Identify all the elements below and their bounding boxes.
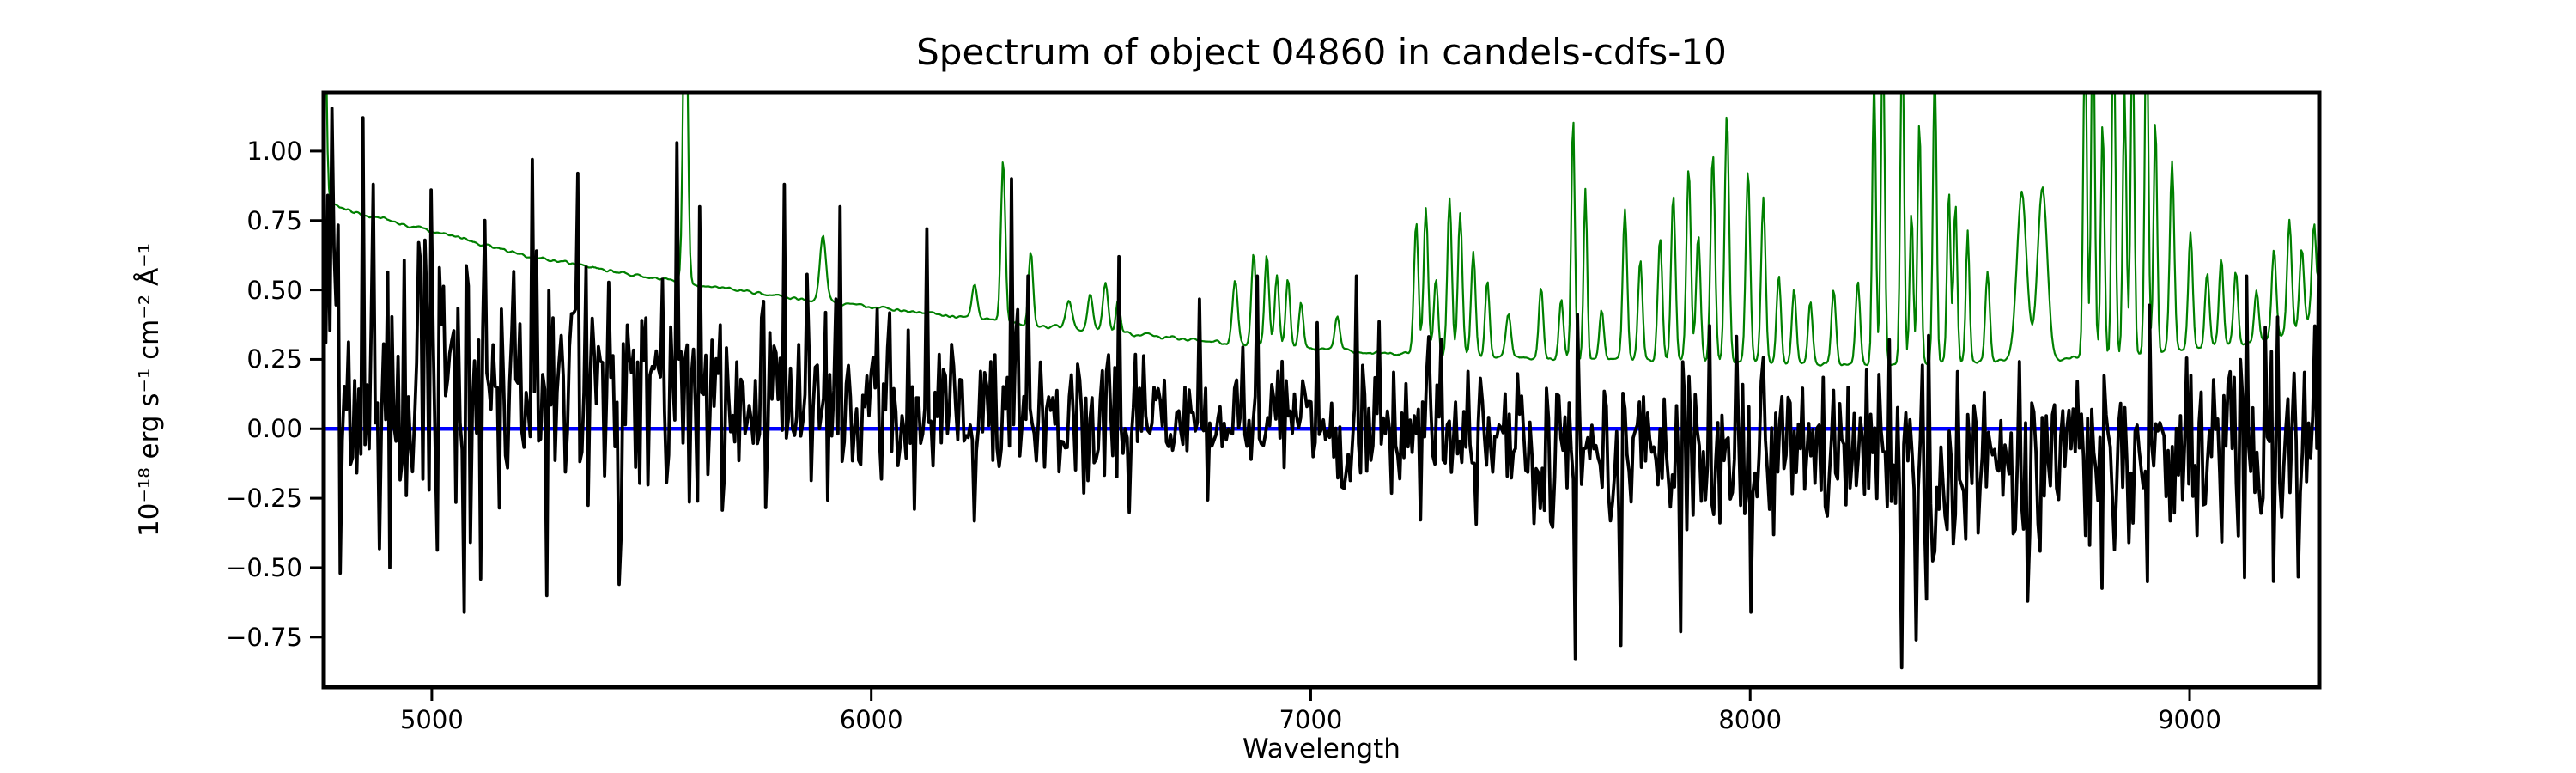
x-tick-label: 5000 bbox=[399, 705, 464, 734]
object-flux-spectrum-line bbox=[324, 107, 2319, 670]
x-tick-label: 6000 bbox=[839, 705, 903, 734]
plot-title: Spectrum of object 04860 in candels-cdfs… bbox=[916, 31, 1727, 73]
sky-noise-spectrum-line bbox=[325, 93, 2319, 367]
y-tick-label: −0.50 bbox=[226, 552, 302, 582]
axis-ticks bbox=[310, 149, 2191, 701]
x-tick-label: 7000 bbox=[1279, 705, 1343, 734]
y-tick-label: 1.00 bbox=[246, 136, 302, 166]
y-tick-label: 0.00 bbox=[246, 414, 302, 444]
y-tick-label: 0.25 bbox=[246, 344, 302, 374]
x-tick-label: 8000 bbox=[1718, 705, 1783, 734]
x-axis-label: Wavelength bbox=[1242, 733, 1400, 764]
y-tick-label: 0.50 bbox=[246, 275, 302, 305]
y-tick-label: −0.25 bbox=[226, 484, 302, 514]
y-tick-label: −0.75 bbox=[226, 622, 302, 652]
y-tick-label: 0.75 bbox=[246, 205, 302, 235]
x-tick-label: 9000 bbox=[2158, 705, 2221, 734]
axes-frame bbox=[321, 90, 2322, 690]
